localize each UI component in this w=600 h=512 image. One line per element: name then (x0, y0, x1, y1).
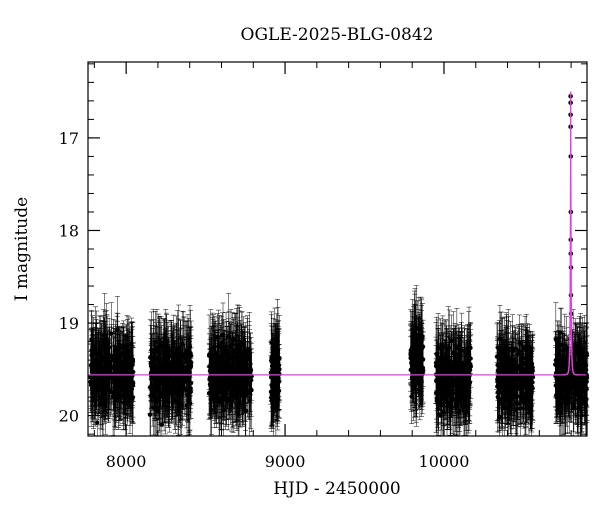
data-point (208, 397, 213, 402)
data-point (89, 386, 95, 391)
data-point (121, 366, 127, 371)
data-point (163, 375, 168, 380)
data-point (219, 381, 225, 387)
data-point (128, 365, 133, 370)
data-point (224, 356, 229, 362)
data-point (95, 362, 101, 367)
data-point (147, 412, 153, 417)
data-point (208, 383, 213, 388)
data-point (106, 363, 112, 368)
data-point (186, 391, 191, 396)
data-point (169, 359, 174, 365)
data-point (169, 379, 174, 384)
data-point (180, 383, 186, 389)
data-point (167, 375, 172, 380)
data-point (115, 327, 120, 332)
data-point (183, 355, 188, 360)
data-point (228, 391, 233, 397)
data-point (159, 422, 165, 427)
data-point (230, 365, 235, 370)
data-point (270, 347, 276, 353)
data-point (210, 363, 215, 369)
data-point (412, 335, 417, 341)
data-point (420, 334, 425, 339)
data-point (246, 356, 252, 361)
data-point (188, 361, 194, 366)
data-point (113, 361, 118, 366)
data-point (89, 337, 94, 342)
data-point (95, 420, 100, 425)
data-point (229, 376, 234, 381)
data-point (103, 378, 108, 383)
data-point (154, 356, 159, 362)
data-point (408, 355, 413, 361)
data-point (93, 351, 98, 356)
data-point (157, 342, 162, 347)
data-point (414, 350, 420, 355)
data-point (123, 388, 128, 393)
data-point (234, 357, 239, 362)
data-point (415, 345, 421, 351)
data-point (150, 394, 156, 400)
data-point (274, 382, 280, 388)
data-point (231, 349, 236, 354)
data-point (127, 395, 133, 400)
data-point (160, 392, 165, 397)
data-point (147, 355, 153, 360)
data-point (187, 401, 193, 406)
data-point (114, 352, 120, 358)
data-point (246, 390, 252, 395)
data-point (208, 349, 214, 355)
data-point (162, 359, 167, 364)
data-point (246, 375, 251, 380)
data-point (173, 375, 179, 381)
data-point (226, 398, 231, 403)
data-point (238, 381, 243, 387)
data-point (182, 369, 188, 374)
data-point (163, 370, 169, 376)
data-point (237, 349, 242, 355)
data-point (153, 346, 158, 352)
data-point (118, 381, 123, 386)
data-point (235, 342, 240, 348)
data-point (219, 354, 224, 360)
data-point (227, 344, 232, 349)
data-point (415, 332, 420, 337)
data-point (211, 371, 216, 377)
data-point (235, 411, 241, 416)
data-layer (88, 92, 590, 437)
data-point (174, 388, 179, 393)
data-point (156, 375, 161, 381)
data-point (215, 357, 221, 363)
data-point (188, 387, 193, 392)
data-point (164, 349, 169, 354)
data-point (185, 351, 191, 356)
data-point (244, 379, 249, 384)
data-point (90, 379, 95, 385)
data-point (270, 392, 276, 397)
data-point (149, 371, 155, 377)
data-point (240, 353, 245, 359)
data-point (130, 381, 135, 387)
data-point (223, 349, 229, 355)
chart-title: OGLE-2025-BLG-0842 (241, 25, 434, 45)
data-point (129, 357, 135, 362)
data-point (175, 380, 180, 385)
data-point (98, 396, 103, 402)
data-point (171, 365, 176, 371)
data-point (410, 379, 415, 384)
data-point (179, 392, 184, 398)
data-point (99, 355, 104, 361)
data-point (151, 376, 157, 381)
data-point (178, 354, 183, 360)
data-point (273, 367, 279, 372)
data-point (248, 367, 254, 373)
data-point (421, 368, 426, 373)
data-point (102, 365, 107, 370)
